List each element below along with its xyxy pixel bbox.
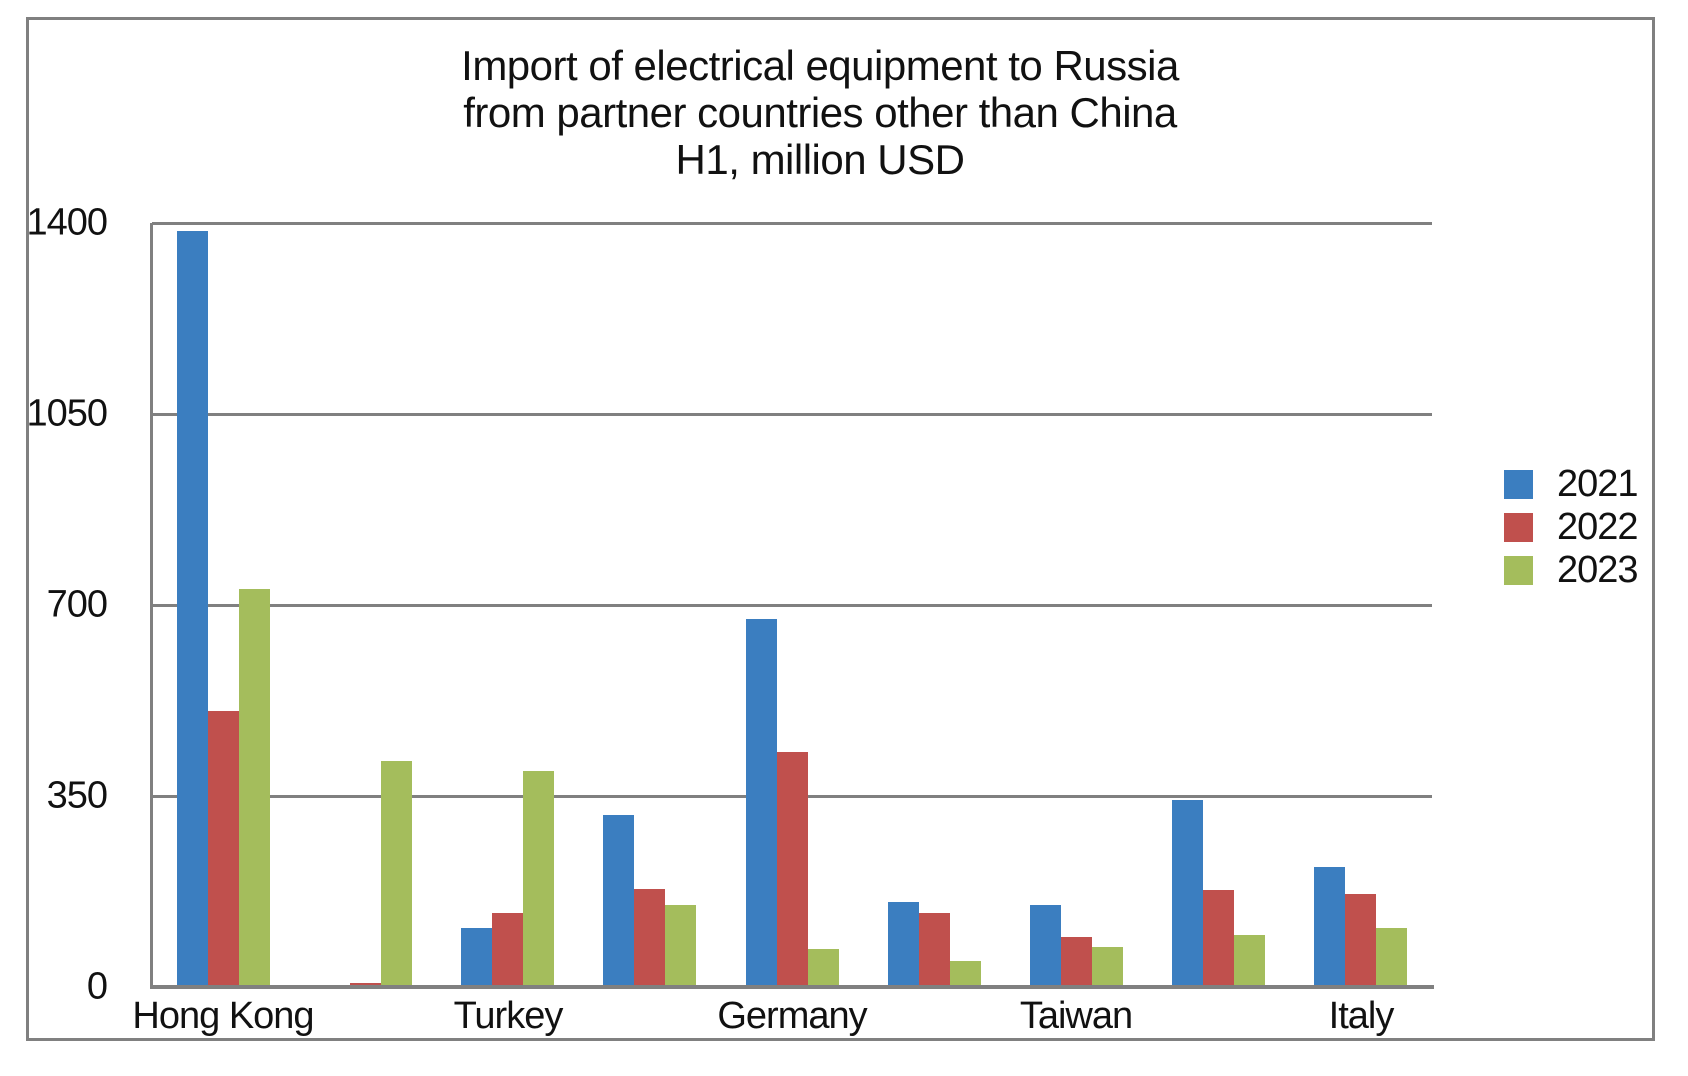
bar-2022-group6 [919,913,950,987]
bar-2022-Italy [1345,894,1376,987]
y-tick-label-1400: 1400 [26,201,108,244]
bar-2021-Italy [1314,867,1345,987]
bar-2022-Germany [777,752,808,987]
y-tick-label-700: 700 [46,583,108,626]
bar-2021-group4 [603,815,634,987]
x-axis-label-taiwan: Taiwan [1019,995,1133,1037]
x-axis-line [150,985,1434,989]
gridline-1050 [152,413,1432,416]
legend-label-2021: 2021 [1557,463,1639,505]
gridline-1400 [152,222,1432,225]
bar-2021-Turkey [461,928,492,987]
plot-area [150,222,1434,989]
chart-title: Import of electrical equipment to Russia… [0,42,1640,183]
bar-2023-Italy [1376,928,1407,987]
bar-2022-Taiwan [1061,937,1092,987]
bar-2023-Turkey [523,771,554,987]
legend-item-2021: 2021 [1504,463,1639,505]
bar-2023-group6 [950,961,981,987]
legend-item-2022: 2022 [1504,506,1639,548]
legend: 2021 2022 2023 [1504,463,1639,599]
bar-2023-group2 [381,761,412,987]
x-axis-label-turkey: Turkey [453,995,564,1037]
bar-2023-Taiwan [1092,947,1123,987]
bar-2022-Turkey [492,913,523,987]
bar-2021-Germany [746,619,777,987]
figure-border [26,17,1655,1041]
bar-2022-group8 [1203,890,1234,987]
x-axis-label-germany: Germany [717,995,867,1037]
legend-item-2023: 2023 [1504,549,1639,591]
chart-title-line-1: Import of electrical equipment to Russia [461,42,1179,89]
bar-2023-Hong Kong [239,589,270,987]
bar-2021-group8 [1172,800,1203,987]
x-axis-label-hong-kong: Hong Kong [132,995,314,1037]
y-tick-label-1050: 1050 [26,392,108,435]
bar-2021-Hong Kong [177,231,208,987]
bar-2023-group4 [665,905,696,987]
chart-title-line-2: from partner countries other than China [463,89,1177,136]
bar-2022-Hong Kong [208,711,239,987]
y-tick-label-350: 350 [46,774,108,817]
legend-swatch-2022 [1504,513,1533,542]
y-tick-label-0: 0 [86,965,108,1008]
x-axis-label-italy: Italy [1328,995,1395,1037]
bar-2021-Taiwan [1030,905,1061,987]
bar-2023-Germany [808,949,839,987]
legend-swatch-2023 [1504,556,1533,585]
legend-label-2022: 2022 [1557,506,1639,548]
chart-title-line-3: H1, million USD [675,136,965,183]
y-axis-line [150,223,153,989]
gridline-700 [152,604,1432,607]
bar-2021-group6 [888,902,919,987]
legend-swatch-2021 [1504,470,1533,499]
bar-2022-group4 [634,889,665,987]
legend-label-2023: 2023 [1557,549,1639,591]
bar-2023-group8 [1234,935,1265,987]
